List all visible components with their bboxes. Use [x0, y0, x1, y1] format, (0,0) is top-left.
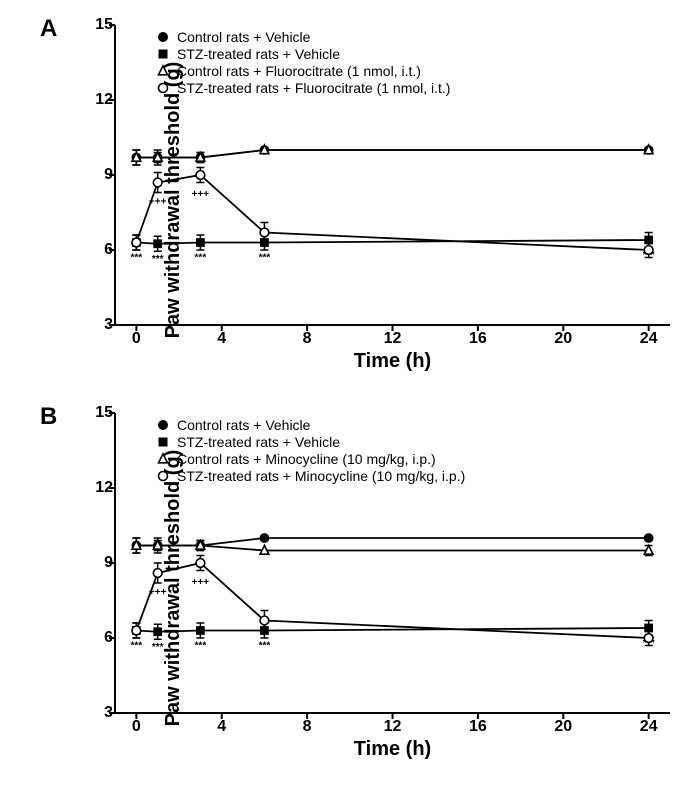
ytick-label: 15: [95, 404, 113, 422]
legend-marker-icon: [155, 63, 171, 79]
legend-marker-icon: [155, 46, 171, 62]
svg-text:+++: +++: [149, 587, 167, 598]
panel-B-label: B: [40, 403, 57, 431]
legend-marker-icon: [155, 451, 171, 467]
svg-text:***: ***: [152, 642, 164, 653]
legend-label: Control rats + Vehicle: [177, 417, 310, 433]
ytick-label: 3: [104, 316, 113, 334]
xtick-label: 8: [303, 718, 312, 736]
panel-A-legend: Control rats + VehicleSTZ-treated rats +…: [155, 28, 450, 96]
legend-marker-icon: [155, 468, 171, 484]
svg-text:***: ***: [131, 253, 143, 264]
xtick-label: 12: [384, 718, 402, 736]
svg-text:***: ***: [152, 254, 164, 265]
legend-marker-icon: [155, 434, 171, 450]
xtick-label: 24: [640, 718, 658, 736]
ytick-label: 15: [95, 16, 113, 34]
panel-A-label: A: [40, 15, 57, 43]
panel-A: A Paw withdrawal threshold (g) *********…: [15, 10, 675, 390]
svg-text:+++: +++: [149, 197, 167, 208]
ytick-label: 3: [104, 704, 113, 722]
xtick-label: 16: [469, 718, 487, 736]
legend-marker-icon: [155, 417, 171, 433]
xtick-label: 16: [469, 330, 487, 348]
figure-container: A Paw withdrawal threshold (g) *********…: [0, 0, 685, 796]
svg-text:+++: +++: [192, 189, 210, 200]
xtick-label: 24: [640, 330, 658, 348]
legend-item: STZ-treated rats + Minocycline (10 mg/kg…: [155, 467, 465, 484]
legend-label: Control rats + Minocycline (10 mg/kg, i.…: [177, 451, 436, 467]
xtick-label: 20: [554, 718, 572, 736]
legend-label: Control rats + Vehicle: [177, 29, 310, 45]
ytick-label: 12: [95, 479, 113, 497]
legend-item: Control rats + Vehicle: [155, 416, 465, 433]
ytick-label: 9: [104, 166, 113, 184]
xtick-label: 20: [554, 330, 572, 348]
legend-marker-icon: [155, 80, 171, 96]
svg-text:***: ***: [131, 641, 143, 652]
legend-item: STZ-treated rats + Vehicle: [155, 45, 450, 62]
legend-item: Control rats + Minocycline (10 mg/kg, i.…: [155, 450, 465, 467]
legend-label: STZ-treated rats + Minocycline (10 mg/kg…: [177, 468, 465, 484]
legend-label: STZ-treated rats + Vehicle: [177, 46, 340, 62]
legend-label: Control rats + Fluorocitrate (1 nmol, i.…: [177, 63, 421, 79]
legend-marker-icon: [155, 29, 171, 45]
legend-label: STZ-treated rats + Vehicle: [177, 434, 340, 450]
ytick-label: 6: [104, 241, 113, 259]
legend-item: Control rats + Vehicle: [155, 28, 450, 45]
svg-text:+++: +++: [192, 577, 210, 588]
panel-B: B Paw withdrawal threshold (g) *********…: [15, 398, 675, 778]
legend-item: STZ-treated rats + Fluorocitrate (1 nmol…: [155, 79, 450, 96]
xtick-label: 0: [132, 330, 141, 348]
xtick-label: 4: [217, 718, 226, 736]
xtick-label: 4: [217, 330, 226, 348]
panel-B-xlabel: Time (h): [115, 738, 670, 761]
xtick-label: 8: [303, 330, 312, 348]
ytick-label: 6: [104, 629, 113, 647]
svg-text:***: ***: [195, 641, 207, 652]
svg-text:***: ***: [259, 641, 271, 652]
panel-A-xlabel: Time (h): [115, 350, 670, 373]
legend-label: STZ-treated rats + Fluorocitrate (1 nmol…: [177, 80, 450, 96]
xtick-label: 0: [132, 718, 141, 736]
xtick-label: 12: [384, 330, 402, 348]
panel-B-legend: Control rats + VehicleSTZ-treated rats +…: [155, 416, 465, 484]
legend-item: Control rats + Fluorocitrate (1 nmol, i.…: [155, 62, 450, 79]
svg-text:***: ***: [259, 253, 271, 264]
legend-item: STZ-treated rats + Vehicle: [155, 433, 465, 450]
ytick-label: 9: [104, 554, 113, 572]
ytick-label: 12: [95, 91, 113, 109]
svg-text:***: ***: [195, 253, 207, 264]
